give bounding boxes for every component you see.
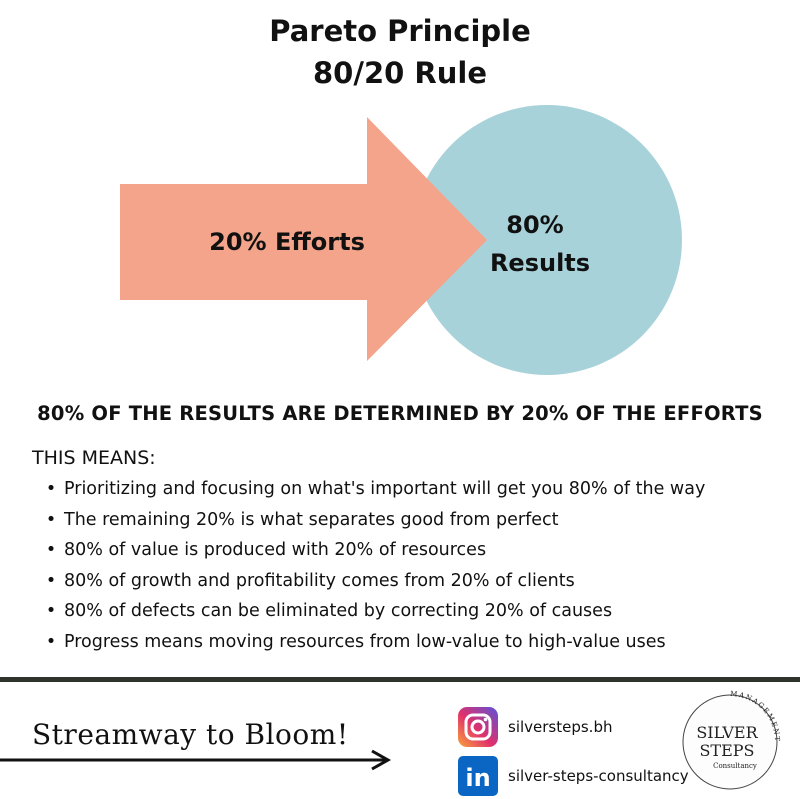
instagram-link[interactable]: silversteps.bh — [458, 707, 612, 747]
bullet-icon: • — [45, 631, 57, 652]
linkedin-icon: in — [458, 756, 498, 796]
bullet-icon: • — [45, 601, 57, 621]
title-line-1: Pareto Principle — [269, 14, 531, 48]
instagram-handle: silversteps.bh — [508, 718, 613, 736]
results-circle — [412, 105, 682, 375]
page-title: Pareto Principle 80/20 Rule — [0, 10, 800, 94]
instagram-icon — [458, 707, 498, 747]
points-list: • Prioritizing and focusing on what's imp… — [38, 474, 706, 658]
circle-label-percent: 80% — [506, 211, 563, 239]
efforts-arrow — [120, 117, 487, 361]
bullet-icon: • — [45, 570, 57, 591]
logo-line-2: STEPS — [699, 741, 754, 760]
list-item: • The remaining 20% is what separates goo… — [38, 505, 705, 536]
point-text: 80% of growth and profitability comes fr… — [64, 570, 575, 591]
headline: 80% OF THE RESULTS ARE DETERMINED BY 20%… — [37, 402, 763, 425]
logo-sub: Consultancy — [713, 762, 757, 770]
list-item: • 80% of defects can be eliminated by cor… — [38, 596, 705, 627]
point-text: Progress means moving resources from low… — [64, 631, 666, 652]
silver-steps-logo: MANAGEMENT SILVER STEPS Consultancy — [682, 690, 780, 790]
means-label: THIS MEANS: — [32, 447, 156, 469]
title-line-2: 80/20 Rule — [313, 56, 487, 90]
bullet-icon: • — [45, 540, 57, 560]
linkedin-glyph: in — [465, 764, 490, 792]
list-item: • Prioritizing and focusing on what's imp… — [38, 474, 706, 505]
point-text: 80% of value is produced with 20% of res… — [64, 540, 487, 560]
list-item: • Progress means moving resources from lo… — [38, 627, 705, 658]
point-text: The remaining 20% is what separates good… — [64, 509, 559, 530]
linkedin-link[interactable]: in silver-steps-consultancy — [458, 756, 689, 796]
bullet-icon: • — [45, 509, 57, 530]
linkedin-handle: silver-steps-consultancy — [508, 767, 689, 785]
pareto-diagram: 20% Efforts 80% Results — [120, 105, 682, 375]
circle-label-results: Results — [490, 249, 590, 277]
arrow-right-icon — [0, 749, 392, 771]
logo-line-1: SILVER — [696, 723, 758, 742]
footer-divider — [0, 677, 800, 682]
point-text: 80% of defects can be eliminated by corr… — [64, 601, 613, 621]
list-item: • 80% of growth and profitability comes f… — [38, 566, 705, 597]
tagline: Streamway to Bloom! — [32, 718, 349, 751]
arrow-label: 20% Efforts — [209, 228, 365, 256]
bullet-icon: • — [45, 479, 57, 499]
point-text: Prioritizing and focusing on what's impo… — [64, 479, 706, 499]
list-item: • 80% of value is produced with 20% of re… — [38, 535, 705, 566]
